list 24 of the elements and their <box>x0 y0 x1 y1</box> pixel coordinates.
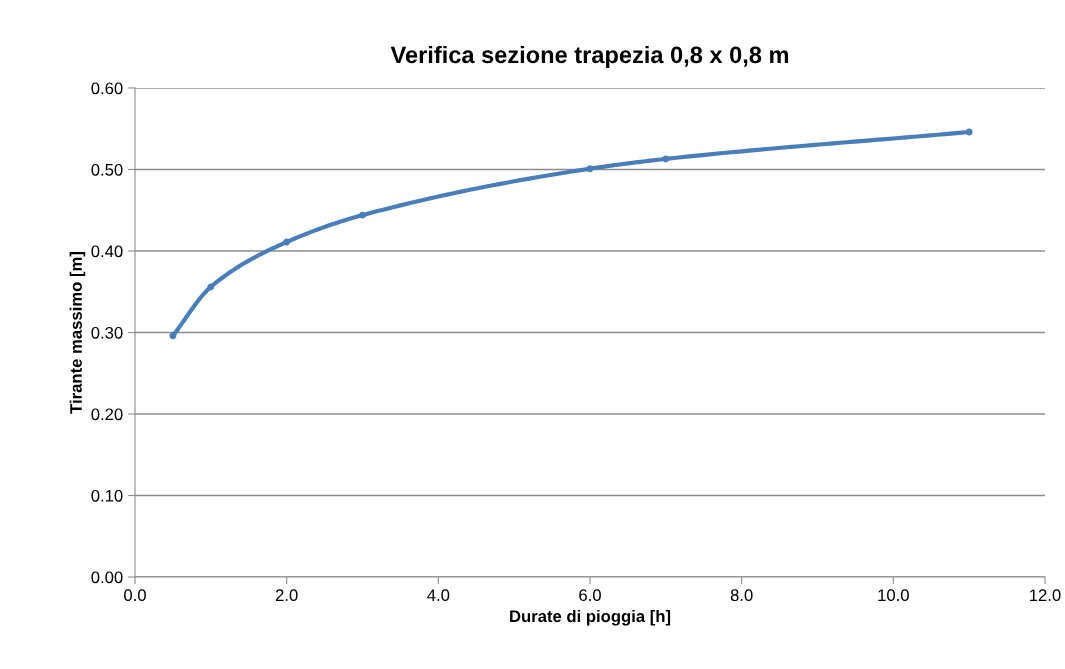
point <box>359 211 366 219</box>
point <box>662 155 670 163</box>
y-tick-label: 0.30 <box>91 326 123 339</box>
x-tick-label: 8.0 <box>730 589 753 602</box>
point <box>586 165 594 173</box>
x-tick-label: 4.0 <box>427 589 450 602</box>
y-axis-title: Tirante massimo [m] <box>69 252 86 414</box>
x-tick-label: 2.0 <box>275 589 298 602</box>
x-axis-title: Durate di pioggia [h] <box>510 609 671 626</box>
y-tick-label: 0.00 <box>91 571 123 584</box>
y-tick-label: 0.50 <box>91 163 123 176</box>
x-tick-label: 10.0 <box>878 589 909 602</box>
point <box>169 332 177 340</box>
y-tick-label: 0.20 <box>91 408 123 421</box>
point <box>207 283 215 291</box>
y-tick-label: 0.40 <box>91 245 123 258</box>
y-tick-label: 0.10 <box>91 489 123 502</box>
chart-title: Verifica sezione trapezia 0,8 x 0,8 m <box>390 45 789 68</box>
y-tick-label: 0.60 <box>91 82 123 95</box>
x-tick-label: 6.0 <box>579 589 601 602</box>
point <box>283 238 291 246</box>
x-tick-label: 0.0 <box>124 589 146 602</box>
x-tick-label: 12.0 <box>1030 589 1061 602</box>
point <box>965 128 973 136</box>
